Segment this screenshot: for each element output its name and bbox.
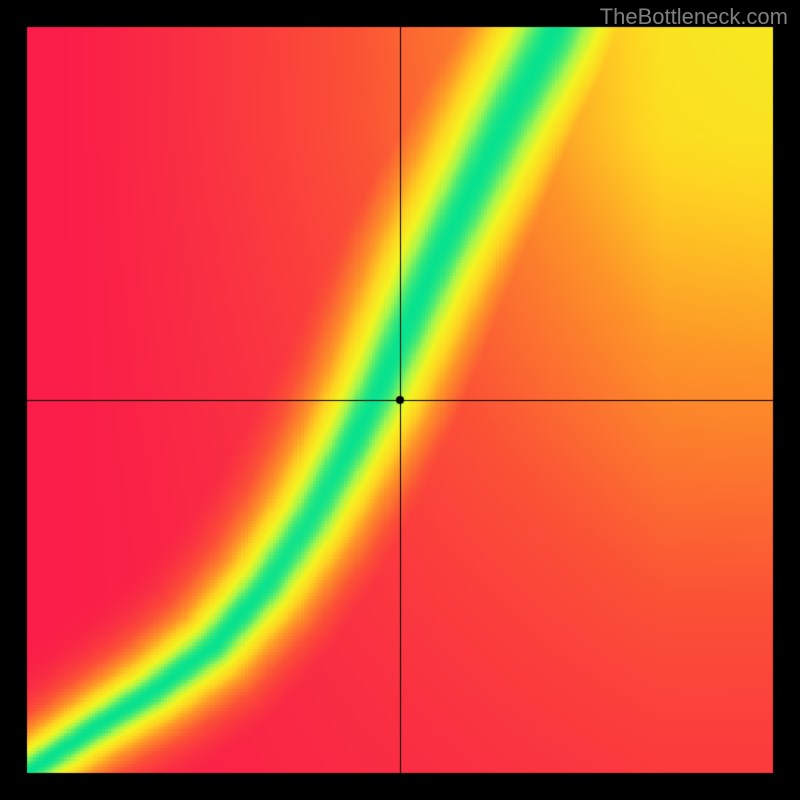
chart-container: TheBottleneck.com — [0, 0, 800, 800]
heatmap-canvas — [0, 0, 800, 800]
watermark-text: TheBottleneck.com — [600, 4, 788, 30]
